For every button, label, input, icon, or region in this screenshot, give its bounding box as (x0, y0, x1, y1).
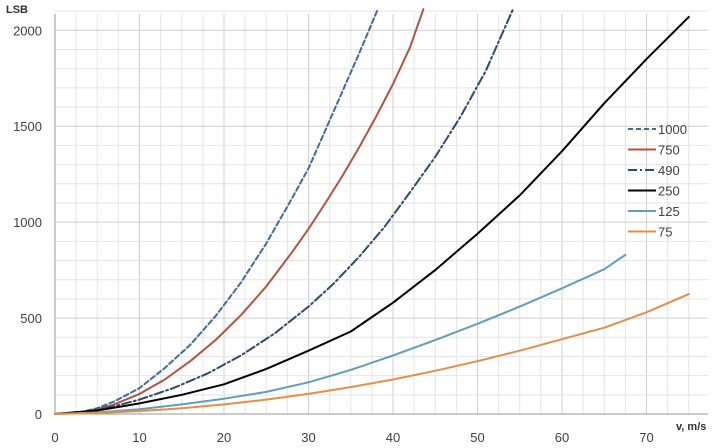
y-tick-label: 1500 (13, 119, 42, 134)
x-tick-label: 20 (217, 430, 231, 445)
gridlines (55, 10, 708, 414)
y-axis-title: LSB (6, 4, 28, 16)
x-tick-label: 0 (51, 430, 58, 445)
x-tick-label: 50 (470, 430, 484, 445)
legend-label-250: 250 (658, 184, 680, 199)
series-line-75 (54, 293, 690, 415)
x-tick-label: 10 (132, 430, 146, 445)
axes: 0 10 20 30 40 50 60 70 0 500 1000 1500 2000 (13, 14, 708, 445)
legend-label-490: 490 (658, 163, 680, 178)
legend: 1000 750 490 250 125 75 (628, 122, 687, 240)
legend-label-1000: 1000 (658, 122, 687, 137)
y-tick-label: 500 (20, 311, 42, 326)
y-tick-label: 2000 (13, 23, 42, 38)
series-line-250 (54, 15, 690, 415)
legend-label-75: 75 (658, 225, 672, 240)
series-line-1000 (54, 8, 379, 415)
x-tick-label: 70 (639, 430, 653, 445)
series-line-490 (54, 8, 514, 415)
series-line-125 (54, 253, 627, 415)
x-tick-label: 60 (555, 430, 569, 445)
series-layer (54, 8, 690, 415)
y-tick-label: 0 (35, 407, 42, 422)
legend-label-750: 750 (658, 143, 680, 158)
x-tick-label: 40 (386, 430, 400, 445)
series-line-750 (54, 8, 425, 415)
x-tick-label: 30 (301, 430, 315, 445)
legend-label-125: 125 (658, 204, 680, 219)
x-axis-title: v, m/s (676, 421, 706, 433)
y-tick-label: 1000 (13, 215, 42, 230)
